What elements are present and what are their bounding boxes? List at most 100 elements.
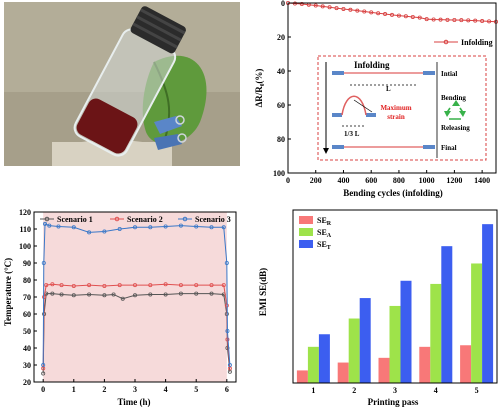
bl-point [41, 371, 46, 376]
tr-xtick-label: 1000 [419, 176, 435, 185]
bl-point [221, 283, 226, 288]
bl-point [132, 225, 137, 230]
tr-point [320, 4, 325, 9]
br-legend-swatch [299, 228, 313, 236]
bl-legend-label: Scenario 2 [127, 215, 163, 224]
tr-ytick-label: 20 [277, 33, 285, 42]
tr-point [445, 17, 450, 22]
br-bar [419, 346, 431, 383]
br-bar [389, 305, 401, 383]
tr-point [473, 18, 478, 23]
bl-point [41, 260, 46, 265]
bl-point [148, 225, 153, 230]
tr-point [292, 1, 297, 6]
bl-point [42, 294, 47, 299]
bl-point [209, 291, 214, 296]
bl-legend-label: Scenario 3 [195, 215, 231, 224]
br-frame [292, 209, 498, 384]
bl-point [194, 224, 199, 229]
tr-point [452, 17, 457, 22]
bl-legend-label: Scenario 1 [57, 215, 93, 224]
tr-legend: Infolding [434, 38, 493, 47]
br-bar [348, 318, 360, 383]
tr-point [459, 18, 464, 23]
tr-point [417, 15, 422, 20]
bl-ylabel: Temperature (°C) [3, 258, 13, 326]
bl-point [47, 223, 52, 228]
tr-frame [287, 2, 497, 174]
tr-point [466, 18, 471, 23]
bl-point [50, 282, 55, 287]
vial-photo [4, 2, 240, 166]
tr-point [487, 19, 492, 24]
bl-ytick-label: 20 [23, 378, 31, 387]
tr-point [334, 6, 339, 11]
br-xtick-label: 1 [311, 386, 315, 395]
bl-legend: Scenario 1 Scenario 2 Scenario 3 [40, 215, 231, 224]
bl-point [102, 283, 107, 288]
bl-ytick-label: 30 [23, 361, 31, 370]
br-bar [307, 346, 319, 383]
br-legend-swatch [299, 240, 313, 248]
tr-xtick-label: 1400 [474, 176, 490, 185]
bl-point [132, 283, 137, 288]
inset-stage-initial: Intial [441, 70, 457, 78]
bl-point [102, 293, 107, 298]
bl-point [117, 226, 122, 231]
bl-point [163, 282, 168, 287]
tr-point [355, 8, 360, 13]
bl-ytick-label: 60 [23, 310, 31, 319]
bl-xtick-label: 4 [164, 385, 168, 394]
tr-series-line [287, 2, 497, 23]
tr-point [313, 3, 318, 8]
bl-point [148, 283, 153, 288]
bl-point [194, 283, 199, 288]
tr-point [341, 6, 346, 11]
bl-point [59, 283, 64, 288]
tr-point [438, 17, 443, 22]
tr-point [348, 7, 353, 12]
bl-point [194, 291, 199, 296]
br-xtick-label: 2 [352, 386, 356, 395]
bl-point [132, 293, 137, 298]
bl-ytick-label: 50 [23, 327, 31, 336]
tr-xtick-label: 0 [286, 176, 290, 185]
bl-point [163, 224, 168, 229]
inset-stage-releasing: Releasing [441, 124, 470, 132]
bl-ytick-label: 90 [23, 259, 31, 268]
bl-point [56, 224, 61, 229]
bl-legend-marker [182, 216, 188, 222]
bl-point [209, 283, 214, 288]
tr-point [410, 14, 415, 19]
bl-point [225, 328, 230, 333]
infolding-inset: Infolding L 1/3 L Maximum strain Intial B… [317, 55, 487, 161]
tr-xtick-label: 800 [393, 176, 405, 185]
inset-title: Infolding [354, 60, 390, 70]
br-xtick-label: 4 [434, 386, 438, 395]
tr-ylabel: ΔR/R₀(%) [254, 69, 264, 108]
bl-point [178, 223, 183, 228]
tr-ytick-label: 80 [277, 135, 285, 144]
tr-xtick-label: 600 [365, 176, 377, 185]
bl-point [102, 229, 107, 234]
br-legend-swatch [299, 216, 313, 224]
bl-point [71, 225, 76, 230]
bl-point [224, 260, 229, 265]
bl-point [227, 362, 232, 367]
bl-ytick-label: 120 [19, 208, 31, 217]
br-bar [400, 280, 412, 383]
inset-stage-final: Final [441, 144, 457, 152]
tr-ytick-label: 60 [277, 101, 285, 110]
br-legend-label: SER [317, 216, 332, 227]
bl-point [50, 291, 55, 296]
br-bar [460, 345, 472, 383]
bl-xtick-label: 5 [194, 385, 198, 394]
br-bar [337, 362, 349, 383]
inset-dim-L: L [386, 85, 391, 93]
br-bar [318, 334, 330, 383]
tr-point [389, 12, 394, 17]
